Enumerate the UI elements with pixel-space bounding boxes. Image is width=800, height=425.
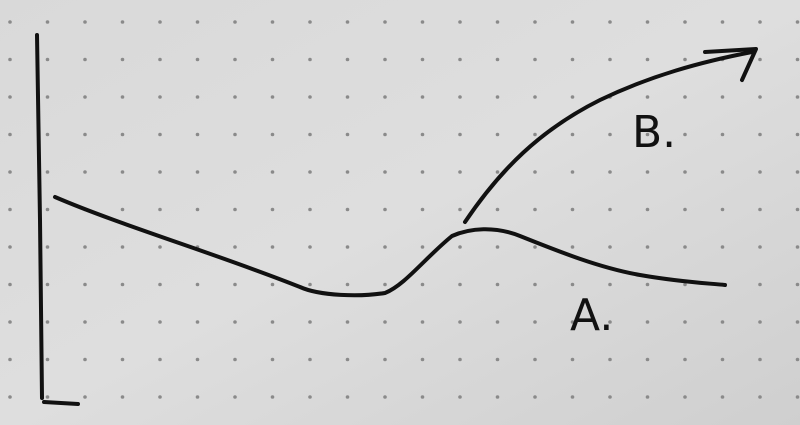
line-b [463, 50, 754, 224]
arrow-head [703, 47, 758, 82]
y-axis [35, 33, 44, 400]
label-a: A. [570, 290, 613, 341]
axis-foot [42, 400, 80, 406]
label-b: B. [632, 107, 676, 158]
line-a [53, 195, 727, 298]
